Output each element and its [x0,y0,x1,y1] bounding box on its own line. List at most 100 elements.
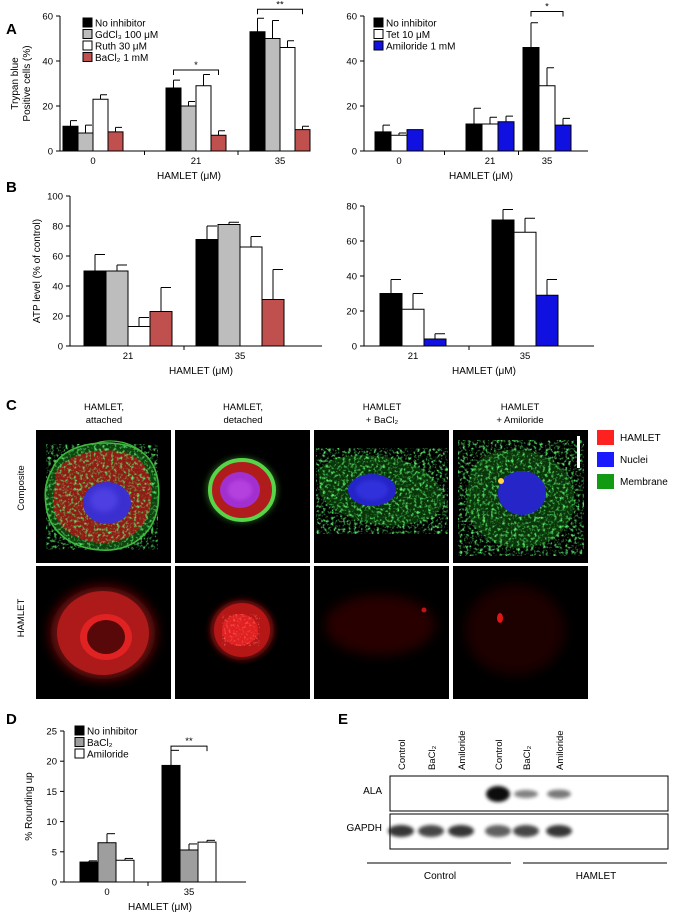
bar [513,231,537,347]
group-label-hamlet: HAMLET [576,871,617,882]
y-tick-label: 80 [346,202,357,213]
col-title-1-line2: attached [86,415,122,426]
y-axis-label: ATP level (% of control) [32,219,43,323]
bar [149,311,173,347]
bar [481,123,499,152]
blot-lane-label: Amiloride [457,730,468,770]
legend-label: BaCl₂ 1 mM [95,53,148,64]
bar [195,85,212,152]
blot-lane-labels: Control BaCl₂ Amiloride Control BaCl₂ Amilori… [397,730,566,770]
panel-label-c: C [6,397,17,414]
legend-swatch [82,40,93,51]
bar [217,224,241,347]
blot-band-gapdh [485,825,511,837]
scale-bar [577,436,580,468]
legend-label: Tet 10 μM [386,30,430,41]
blot-lane-label: Amiloride [555,730,566,770]
x-tick-label: 35 [184,887,195,898]
y-tick-label: 0 [52,878,57,889]
y-tick-label: 80 [52,222,63,233]
y-tick-label: 40 [52,282,63,293]
legend-label: Amiloride [87,750,129,761]
x-tick-label: 35 [235,351,246,362]
row-label-hamlet: HAMLET [16,599,27,638]
legend-swatch-hamlet [597,430,614,445]
legend-label-hamlet: HAMLET [620,433,661,444]
x-tick-label: 21 [123,351,134,362]
chart-a-left: 0 20 40 60 0 21 35 HAMLET (μM) Trypan blue Positi… [10,0,311,182]
significance-bracket [173,69,219,75]
blot-band-gapdh [546,825,572,837]
bar [83,270,107,347]
y-tick-label: 20 [346,307,357,318]
x-axis-label: HAMLET (μM) [449,171,513,182]
legend-swatch [74,748,85,759]
bar [554,124,572,152]
x-axis-label: HAMLET (μM) [452,366,516,377]
bar [127,326,151,347]
bar [165,87,182,152]
bar [179,849,199,883]
legend-label: No inhibitor [87,727,138,738]
legend-swatch [82,29,93,39]
legend-label: Ruth 30 μM [95,42,147,53]
blot-lane-label: Control [397,739,408,770]
y-tick-label: 20 [46,757,57,768]
legend-swatch [373,29,384,39]
y-tick-label: 25 [46,727,57,738]
bar [264,38,281,152]
x-tick-label: 35 [542,156,553,167]
bar [161,764,181,883]
legend-swatch [373,40,384,51]
bar [105,270,129,347]
y-tick-label: 20 [346,102,357,113]
bar [261,299,285,347]
x-tick-label: 21 [485,156,496,167]
col-title-3-line1: HAMLET [363,402,402,413]
y-tick-label: 15 [46,787,57,798]
bar [497,121,515,152]
col-title-4-line2: + Amiloride [496,415,543,426]
y-tick-label: 60 [346,12,357,23]
legend-label: No inhibitor [95,19,146,30]
x-tick-label: 35 [275,156,286,167]
blot-row-label-ala: ALA [363,786,382,797]
bar [406,129,424,152]
blot-lane-label: BaCl₂ [427,745,438,770]
bar [77,132,94,152]
x-tick-label: 0 [104,887,109,898]
bar [210,134,227,152]
bar [390,134,408,152]
col-title-2-line2: detached [223,415,262,426]
micrograph-hamlet-bacl2 [314,566,449,699]
y-axis-label: % Rounding up [24,772,35,841]
y-tick-label: 0 [352,147,357,158]
y-tick-label: 60 [346,237,357,248]
bar [195,239,219,347]
legend-swatch-membrane [597,474,614,489]
micrograph-hamlet-attached [36,566,171,699]
panel-label-b: B [6,179,17,196]
legend-swatch-nuclei [597,452,614,467]
blot-band-ala [547,789,571,799]
bar [79,861,99,883]
bar [115,859,135,883]
bar [107,131,124,152]
panel-c: HAMLET, attached HAMLET, detached HAMLET… [16,402,668,700]
bar [197,841,217,883]
blot-lane-label: Control [494,739,505,770]
x-tick-label: 0 [396,156,401,167]
panel-label-a: A [6,21,17,38]
blot-row-label-gapdh: GAPDH [346,823,382,834]
blot-band-gapdh [513,825,539,837]
legend-label: GdCl₃ 100 μM [95,30,158,41]
significance-label: * [545,2,549,13]
significance-bracket [257,8,303,15]
chart-d: 0 5 10 15 20 25 0 35 HAMLET (μM) % Rounding up No … [24,725,246,913]
significance-bracket [530,11,564,17]
x-axis-label: HAMLET (μM) [157,171,221,182]
panel-e: Control BaCl₂ Amiloride Control BaCl₂ Amilori… [346,730,669,882]
x-tick-label: 21 [191,156,202,167]
